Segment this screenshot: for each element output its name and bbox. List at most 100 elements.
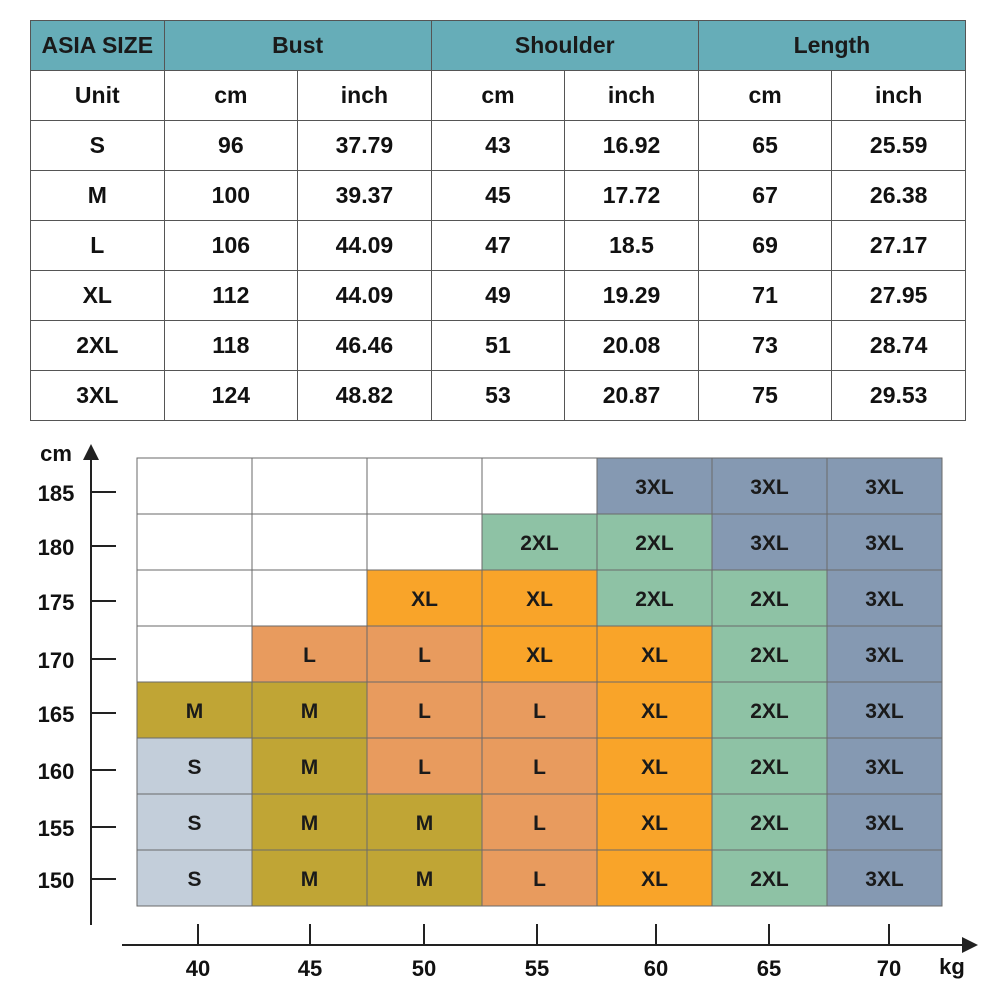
table-cell: 39.37 [297, 170, 432, 221]
grid-cell [251, 457, 368, 515]
grid-cell [251, 513, 368, 571]
table-row: S 96 37.79 43 16.92 65 25.59 [30, 120, 966, 171]
y-tick-label: 180 [38, 535, 75, 560]
grid-cell [136, 569, 253, 627]
table-cell: 48.82 [297, 370, 432, 421]
cell-label: M [186, 700, 204, 723]
grid-cell [136, 457, 253, 515]
cell-label: XL [526, 588, 553, 611]
cell-label: L [303, 644, 316, 667]
table-cell: 45 [430, 170, 566, 221]
cell-label: XL [641, 812, 668, 835]
cell-label: L [533, 700, 546, 723]
subheader-cell: cm [430, 70, 566, 121]
grid-cell [481, 793, 598, 851]
grid-cell [136, 849, 253, 907]
grid-cell [711, 625, 828, 683]
cell-label: L [418, 644, 431, 667]
grid-cell [826, 793, 943, 851]
cell-label: M [416, 812, 434, 835]
grid-cell [366, 849, 483, 907]
cell-label: 2XL [635, 588, 674, 611]
cell-label: S [187, 756, 201, 779]
cell-label: XL [641, 644, 668, 667]
table-header-row: ASIA SIZE Bust Shoulder Length [30, 20, 967, 71]
cell-label: 3XL [865, 868, 904, 891]
table-row: 3XL 124 48.82 53 20.87 75 29.53 [30, 370, 966, 421]
cell-label: 2XL [750, 868, 789, 891]
table-cell: 75 [697, 370, 833, 421]
cell-label: 3XL [750, 532, 789, 555]
y-tick-label: 170 [38, 648, 75, 673]
cell-label: M [301, 868, 319, 891]
grid-cell [596, 513, 713, 571]
cell-label: L [533, 756, 546, 779]
grid-cell [366, 681, 483, 739]
table-cell: 17.72 [564, 170, 699, 221]
grid-cell [366, 569, 483, 627]
y-tick-label: 155 [38, 816, 75, 841]
x-axis-label: kg [939, 954, 965, 979]
table-cell: 65 [697, 120, 833, 171]
x-tick-label: 70 [877, 956, 901, 981]
table-cell: 47 [430, 220, 566, 271]
header-bust: Bust [163, 20, 432, 71]
grid-cell [366, 737, 483, 795]
table-cell: 69 [697, 220, 833, 271]
grid-cell [711, 513, 828, 571]
cell-label: 3XL [865, 588, 904, 611]
cell-label: 3XL [865, 812, 904, 835]
grid-cell [711, 569, 828, 627]
y-tick-label: 160 [38, 759, 75, 784]
table-cell: M [30, 170, 165, 221]
cell-label: 2XL [750, 700, 789, 723]
cell-label: 3XL [865, 532, 904, 555]
grid-cell [366, 513, 483, 571]
table-cell: 20.87 [564, 370, 699, 421]
table-cell: 46.46 [297, 320, 432, 371]
grid-cell [251, 681, 368, 739]
x-tick-label: 45 [298, 956, 322, 981]
cell-label: 3XL [635, 476, 674, 499]
x-tick-label: 40 [186, 956, 210, 981]
grid-cell [596, 625, 713, 683]
grid-cell [366, 457, 483, 515]
table-cell: 29.53 [831, 370, 966, 421]
cell-label: L [418, 700, 431, 723]
table-cell: 51 [430, 320, 566, 371]
cell-label: 3XL [865, 644, 904, 667]
table-row: XL 112 44.09 49 19.29 71 27.95 [30, 270, 966, 321]
table-cell: 118 [163, 320, 299, 371]
y-tick-label: 165 [38, 702, 75, 727]
y-tick-label: 150 [38, 868, 75, 893]
grid-cell [826, 569, 943, 627]
grid-cell [251, 569, 368, 627]
grid-cell [251, 793, 368, 851]
table-cell: 37.79 [297, 120, 432, 171]
grid-cell [136, 681, 253, 739]
grid-cell [136, 793, 253, 851]
cell-label: 2XL [520, 532, 559, 555]
grid-cell [596, 569, 713, 627]
grid-cell [481, 849, 598, 907]
x-tick-label: 55 [525, 956, 549, 981]
table-cell: 16.92 [564, 120, 699, 171]
cell-label: 3XL [865, 756, 904, 779]
grid-cell [481, 569, 598, 627]
table-cell: 26.38 [831, 170, 966, 221]
cell-label: 2XL [750, 644, 789, 667]
grid-cell [596, 681, 713, 739]
table-cell: S [30, 120, 165, 171]
y-tick-label: 175 [38, 590, 75, 615]
grid-cell [711, 737, 828, 795]
y-axis-arrow [83, 444, 99, 460]
grid-cell [826, 849, 943, 907]
table-cell: 73 [697, 320, 833, 371]
cell-label: S [187, 812, 201, 835]
table-row: L 106 44.09 47 18.5 69 27.17 [30, 220, 966, 271]
table-subheader-row: Unit cm inch cm inch cm inch [30, 70, 966, 121]
table-cell: 106 [163, 220, 299, 271]
table-cell: 44.09 [297, 270, 432, 321]
cell-label: M [301, 700, 319, 723]
